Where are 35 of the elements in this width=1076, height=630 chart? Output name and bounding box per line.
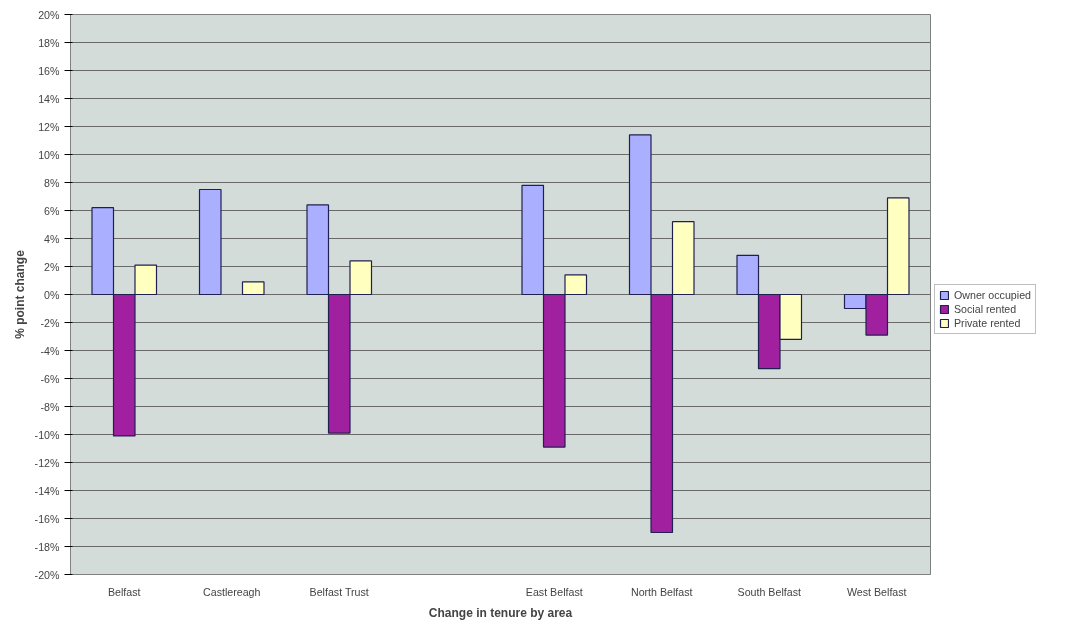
x-tick-label: Castlereagh: [203, 585, 261, 598]
y-tick-label: 16%: [38, 64, 61, 77]
legend-label: Social rented: [954, 303, 1017, 315]
y-tick-label: 12%: [38, 120, 61, 133]
y-axis-title: % point change: [12, 249, 27, 339]
y-tick-label: 0%: [44, 288, 61, 301]
x-tick-label: South Belfast: [737, 585, 801, 598]
x-tick-label: Belfast Trust: [309, 585, 369, 598]
legend-label: Private rented: [954, 317, 1021, 329]
y-tick-label: -18%: [34, 540, 61, 553]
y-tick-label: -14%: [34, 484, 61, 497]
y-tick-label: -16%: [34, 512, 61, 525]
bar: [198, 188, 222, 296]
y-tick-label: -6%: [40, 372, 61, 385]
y-tick-label: -2%: [40, 316, 61, 329]
y-tick-label: 2%: [44, 260, 61, 273]
y-tick-label: -20%: [34, 568, 61, 581]
bar: [241, 281, 265, 296]
y-tick-label: -4%: [40, 344, 61, 357]
x-tick-label: Belfast: [107, 585, 141, 598]
y-tick-label: -12%: [34, 456, 61, 469]
x-tick-label: East Belfast: [525, 585, 583, 598]
y-tick-label: 4%: [44, 232, 61, 245]
y-tick-label: 8%: [44, 176, 61, 189]
y-tick-label: 14%: [38, 92, 61, 105]
x-tick-label: West Belfast: [846, 585, 907, 598]
x-tick-label: North Belfast: [630, 585, 693, 598]
y-tick-label: -10%: [34, 428, 61, 441]
y-tick-label: 18%: [38, 36, 61, 49]
y-tick-label: 20%: [38, 8, 61, 21]
x-axis-title: Change in tenure by area: [428, 605, 573, 620]
y-tick-label: 10%: [38, 148, 61, 161]
legend-label: Owner occupied: [954, 289, 1032, 301]
y-tick-label: 6%: [44, 204, 61, 217]
y-tick-label: -8%: [40, 400, 61, 413]
